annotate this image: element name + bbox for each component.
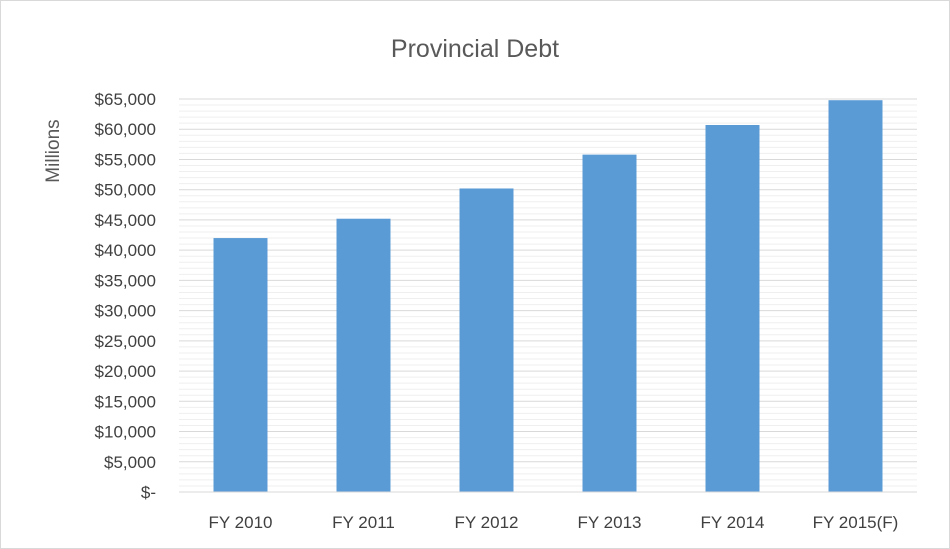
y-tick-label: $45,000 (95, 211, 156, 230)
y-tick-label: $20,000 (95, 362, 156, 381)
y-tick-label: $25,000 (95, 332, 156, 351)
y-axis-label: Millions (43, 119, 64, 182)
x-category-label: FY 2012 (455, 513, 519, 532)
y-tick-label: $5,000 (104, 453, 156, 472)
bar (582, 154, 637, 492)
y-tick-label: $35,000 (95, 271, 156, 290)
x-category-label: FY 2014 (701, 513, 765, 532)
y-tick-label: $55,000 (95, 150, 156, 169)
y-axis-ticks: $- $5,000 $10,000 $15,000 $20,000 $25,000 $30,… (95, 90, 156, 502)
bars (213, 100, 883, 492)
bar (213, 238, 268, 492)
bar (336, 218, 391, 492)
bar (705, 124, 760, 492)
y-tick-label: $15,000 (95, 392, 156, 411)
bar (459, 188, 514, 492)
x-category-label: FY 2011 (332, 513, 395, 532)
x-axis-categories: FY 2010 FY 2011 FY 2012 FY 2013 FY 2014 FY 20… (209, 513, 899, 532)
x-category-label: FY 2013 (578, 513, 642, 532)
y-tick-label: $50,000 (95, 181, 156, 200)
x-category-label: FY 2015(F) (813, 513, 899, 532)
bar (828, 100, 883, 492)
y-tick-label: $- (141, 483, 156, 502)
x-category-label: FY 2010 (209, 513, 273, 532)
y-tick-label: $10,000 (95, 423, 156, 442)
y-tick-label: $30,000 (95, 302, 156, 321)
y-tick-label: $65,000 (95, 90, 156, 109)
y-tick-label: $60,000 (95, 120, 156, 139)
chart-title: Provincial Debt (391, 35, 559, 63)
gridlines (179, 98, 917, 487)
y-tick-label: $40,000 (95, 241, 156, 260)
